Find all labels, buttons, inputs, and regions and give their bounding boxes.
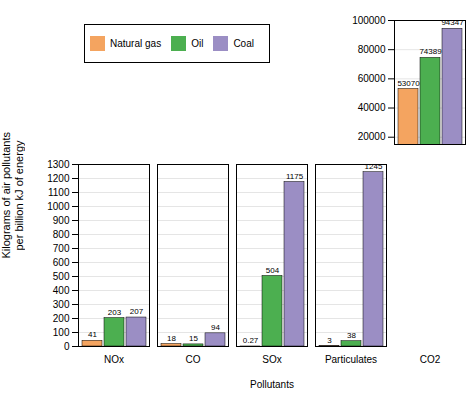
svg-text:74389: 74389 (419, 47, 442, 56)
svg-text:1245: 1245 (365, 162, 383, 171)
svg-text:1100: 1100 (48, 187, 70, 198)
svg-text:203: 203 (108, 308, 122, 317)
svg-text:18: 18 (167, 334, 176, 343)
svg-text:1200: 1200 (47, 173, 70, 184)
svg-text:300: 300 (53, 299, 70, 310)
svg-text:200: 200 (53, 313, 70, 324)
svg-text:53070: 53070 (397, 79, 420, 88)
svg-text:100000: 100000 (352, 15, 386, 26)
html-text:Natural gas: Natural gas (110, 38, 162, 49)
svg-text:1175: 1175 (286, 172, 304, 181)
svg-text:CO: CO (186, 354, 201, 365)
svg-text:41: 41 (88, 330, 97, 339)
svg-text:3: 3 (327, 336, 332, 345)
svg-text:94: 94 (211, 323, 220, 332)
svg-text:SOx: SOx (262, 354, 281, 365)
svg-text:1000: 1000 (47, 201, 70, 212)
svg-text:Pollutants: Pollutants (250, 379, 294, 390)
svg-text:700: 700 (53, 243, 70, 254)
svg-text:20000: 20000 (358, 131, 386, 142)
svg-text:500: 500 (53, 271, 70, 282)
svg-text:100: 100 (53, 327, 70, 338)
svg-text:15: 15 (189, 334, 198, 343)
svg-text:900: 900 (53, 215, 70, 226)
html-text:Coal: Coal (233, 38, 254, 49)
svg-text:CO2: CO2 (420, 354, 441, 365)
html-text:Oil: Oil (191, 38, 204, 49)
svg-text:60000: 60000 (358, 73, 386, 84)
svg-text:NOx: NOx (104, 354, 124, 365)
svg-text:800: 800 (53, 229, 70, 240)
svg-text:0.27: 0.27 (243, 336, 259, 345)
svg-text:1300: 1300 (47, 159, 70, 170)
svg-text:Particulates: Particulates (325, 354, 377, 365)
svg-text:94347: 94347 (441, 18, 464, 27)
svg-text:504: 504 (266, 266, 280, 275)
svg-text:38: 38 (347, 331, 356, 340)
svg-text:400: 400 (53, 285, 70, 296)
svg-text:40000: 40000 (358, 102, 386, 113)
svg-text:600: 600 (53, 257, 70, 268)
svg-text:207: 207 (130, 307, 144, 316)
svg-text:80000: 80000 (358, 44, 386, 55)
svg-text:0: 0 (64, 341, 70, 352)
html-text:Kilograms of air pollutants pe: Kilograms of air pollutants per billion … (0, 131, 25, 259)
